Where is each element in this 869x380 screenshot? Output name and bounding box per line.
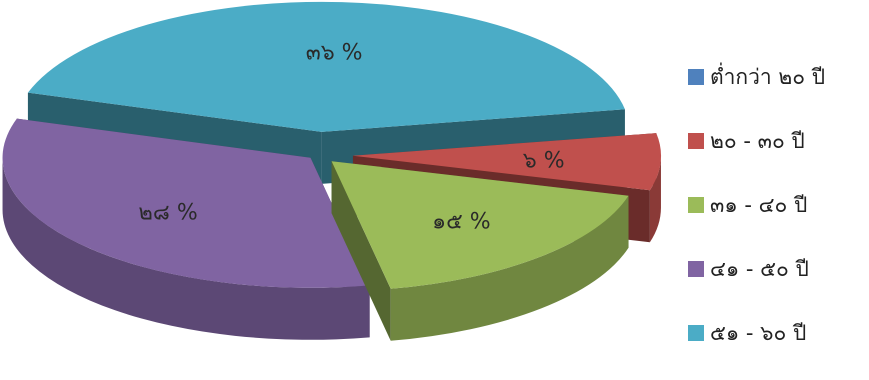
slice-outer-wall — [390, 195, 629, 341]
legend-swatch — [688, 325, 704, 341]
slice-outer-wall — [649, 155, 661, 243]
pie-chart-canvas: ๖ % ๑๕ % ๒๘ % ๓๖ % — [2, 1, 661, 341]
legend-item-41-50: ๔๑ - ๕๐ ปี — [688, 252, 866, 286]
data-label: ๓๖ % — [306, 40, 363, 65]
data-label: ๑๕ % — [432, 209, 491, 234]
legend-swatch — [688, 69, 704, 85]
legend-item-31-40: ๓๑ - ๔๐ ปี — [688, 188, 866, 222]
legend-swatch — [688, 261, 704, 277]
legend-item-under-20: ต่ำกว่า ๒๐ ปี — [688, 60, 866, 94]
pie-slice-2 — [331, 161, 629, 289]
legend-label: ๕๑ - ๖๐ ปี — [710, 320, 807, 345]
legend-label: ต่ำกว่า ๒๐ ปี — [710, 64, 826, 89]
chart-legend: ต่ำกว่า ๒๐ ปี ๒๐ - ๓๐ ปี ๓๑ - ๔๐ ปี ๔๑ -… — [688, 60, 866, 380]
legend-item-51-60: ๕๑ - ๖๐ ปี — [688, 316, 866, 350]
slice-outer-wall — [2, 157, 370, 340]
legend-item-20-30: ๒๐ - ๓๐ ปี — [688, 124, 866, 158]
legend-swatch — [688, 197, 704, 213]
pie-slice-1 — [352, 133, 661, 191]
data-label: ๖ % — [523, 149, 565, 174]
legend-label: ๓๑ - ๔๐ ปี — [710, 192, 808, 217]
pie-chart: ๖ % ๑๕ % ๒๘ % ๓๖ % ต่ำกว่า ๒๐ ปี ๒๐ - ๓๐ ปี… — [2, 1, 825, 345]
slice-side-wall — [331, 161, 391, 341]
legend-swatch — [688, 133, 704, 149]
pie-slice-3 — [2, 118, 370, 288]
pie-slice-4 — [27, 1, 625, 132]
legend-label: ๔๑ - ๕๐ ปี — [710, 256, 809, 281]
legend-label: ๒๐ - ๓๐ ปี — [710, 128, 805, 153]
data-label: ๒๘ % — [138, 200, 197, 225]
